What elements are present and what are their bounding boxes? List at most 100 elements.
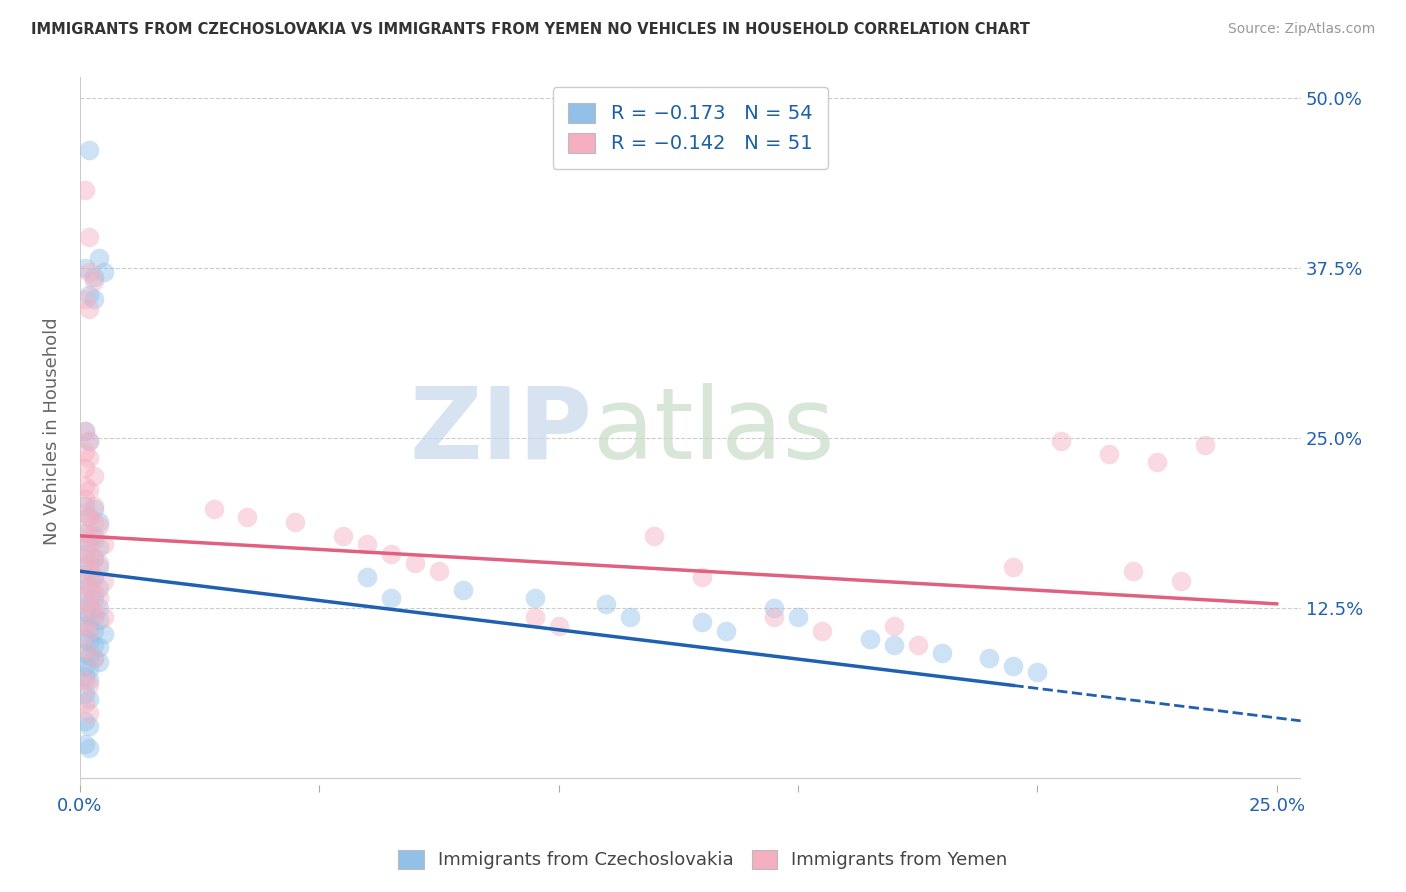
Point <box>83 469 105 483</box>
Point <box>73 444 96 458</box>
Point <box>979 651 1001 665</box>
Point <box>79 229 101 244</box>
Point <box>93 610 115 624</box>
Point <box>619 610 641 624</box>
Point <box>83 550 105 565</box>
Point <box>73 478 96 492</box>
Point <box>73 542 96 557</box>
Point <box>73 605 96 619</box>
Point <box>1122 564 1144 578</box>
Point <box>73 618 96 632</box>
Point <box>73 526 96 541</box>
Point <box>284 515 307 529</box>
Point <box>79 143 101 157</box>
Point <box>87 591 110 606</box>
Point <box>73 424 96 438</box>
Point <box>79 706 101 720</box>
Point <box>690 615 713 629</box>
Point <box>83 605 105 619</box>
Point <box>79 288 101 302</box>
Point <box>87 601 110 615</box>
Point <box>83 550 105 565</box>
Point <box>79 547 101 561</box>
Point <box>87 540 110 554</box>
Point <box>83 499 105 513</box>
Point <box>79 601 101 615</box>
Point <box>73 566 96 581</box>
Point <box>79 509 101 524</box>
Point <box>427 564 450 578</box>
Text: Source: ZipAtlas.com: Source: ZipAtlas.com <box>1227 22 1375 37</box>
Point <box>451 583 474 598</box>
Point <box>523 591 546 606</box>
Point <box>202 501 225 516</box>
Point <box>73 260 96 275</box>
Point <box>931 646 953 660</box>
Point <box>79 692 101 706</box>
Text: atlas: atlas <box>592 383 834 480</box>
Legend: Immigrants from Czechoslovakia, Immigrants from Yemen: Immigrants from Czechoslovakia, Immigran… <box>389 841 1017 879</box>
Point <box>73 641 96 656</box>
Point <box>73 492 96 507</box>
Point <box>87 581 110 595</box>
Point <box>547 618 569 632</box>
Point <box>883 638 905 652</box>
Point <box>236 509 259 524</box>
Point <box>595 597 617 611</box>
Point <box>73 460 96 475</box>
Point <box>79 301 101 316</box>
Point <box>79 673 101 687</box>
Point <box>83 292 105 306</box>
Point <box>83 638 105 652</box>
Point <box>79 607 101 622</box>
Point <box>79 434 101 448</box>
Point <box>87 640 110 655</box>
Point <box>1170 574 1192 588</box>
Point <box>87 656 110 670</box>
Point <box>79 581 101 595</box>
Point <box>73 499 96 513</box>
Point <box>73 526 96 541</box>
Point <box>79 719 101 733</box>
Point <box>73 618 96 632</box>
Point <box>83 515 105 529</box>
Point <box>73 632 96 647</box>
Point <box>883 618 905 632</box>
Point <box>83 533 105 547</box>
Point <box>332 529 354 543</box>
Point <box>73 737 96 751</box>
Point <box>83 586 105 600</box>
Point <box>73 560 96 574</box>
Point <box>73 687 96 701</box>
Point <box>73 597 96 611</box>
Point <box>87 613 110 627</box>
Point <box>83 591 105 606</box>
Point <box>79 529 101 543</box>
Point <box>87 556 110 570</box>
Point <box>79 621 101 635</box>
Point <box>859 632 882 647</box>
Point <box>79 564 101 578</box>
Point <box>83 569 105 583</box>
Point <box>79 648 101 663</box>
Point <box>811 624 834 638</box>
Point <box>523 610 546 624</box>
Point <box>93 537 115 551</box>
Point <box>1098 447 1121 461</box>
Text: IMMIGRANTS FROM CZECHOSLOVAKIA VS IMMIGRANTS FROM YEMEN NO VEHICLES IN HOUSEHOLD: IMMIGRANTS FROM CZECHOSLOVAKIA VS IMMIGR… <box>31 22 1029 37</box>
Point <box>87 252 110 266</box>
Point <box>73 696 96 710</box>
Y-axis label: No Vehicles in Household: No Vehicles in Household <box>44 318 60 545</box>
Point <box>763 601 786 615</box>
Point <box>380 591 402 606</box>
Point <box>404 556 426 570</box>
Point <box>380 547 402 561</box>
Point <box>73 183 96 197</box>
Point <box>73 714 96 728</box>
Point <box>87 519 110 533</box>
Point <box>83 501 105 516</box>
Point <box>79 537 101 551</box>
Point <box>643 529 665 543</box>
Point <box>79 434 101 448</box>
Point <box>93 574 115 588</box>
